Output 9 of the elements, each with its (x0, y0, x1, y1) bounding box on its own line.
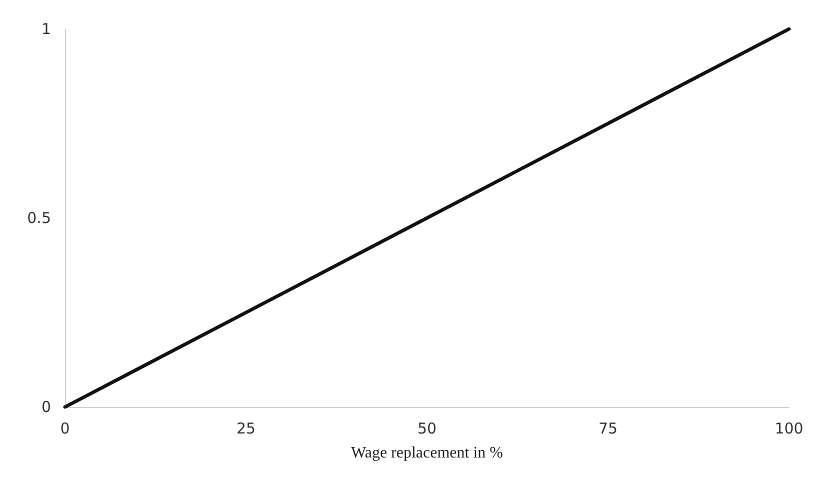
x-tick-label: 0 (60, 420, 70, 438)
x-tick-label: 100 (774, 420, 804, 438)
x-axis-title: Wage replacement in % (351, 444, 503, 462)
y-tick-label: 0.5 (27, 209, 51, 227)
x-tick-label: 25 (236, 420, 256, 438)
x-tick-label: 75 (598, 420, 618, 438)
y-tick-label: 1 (41, 20, 51, 38)
x-tick-label: 50 (417, 420, 437, 438)
y-tick-label: 0 (41, 398, 51, 416)
